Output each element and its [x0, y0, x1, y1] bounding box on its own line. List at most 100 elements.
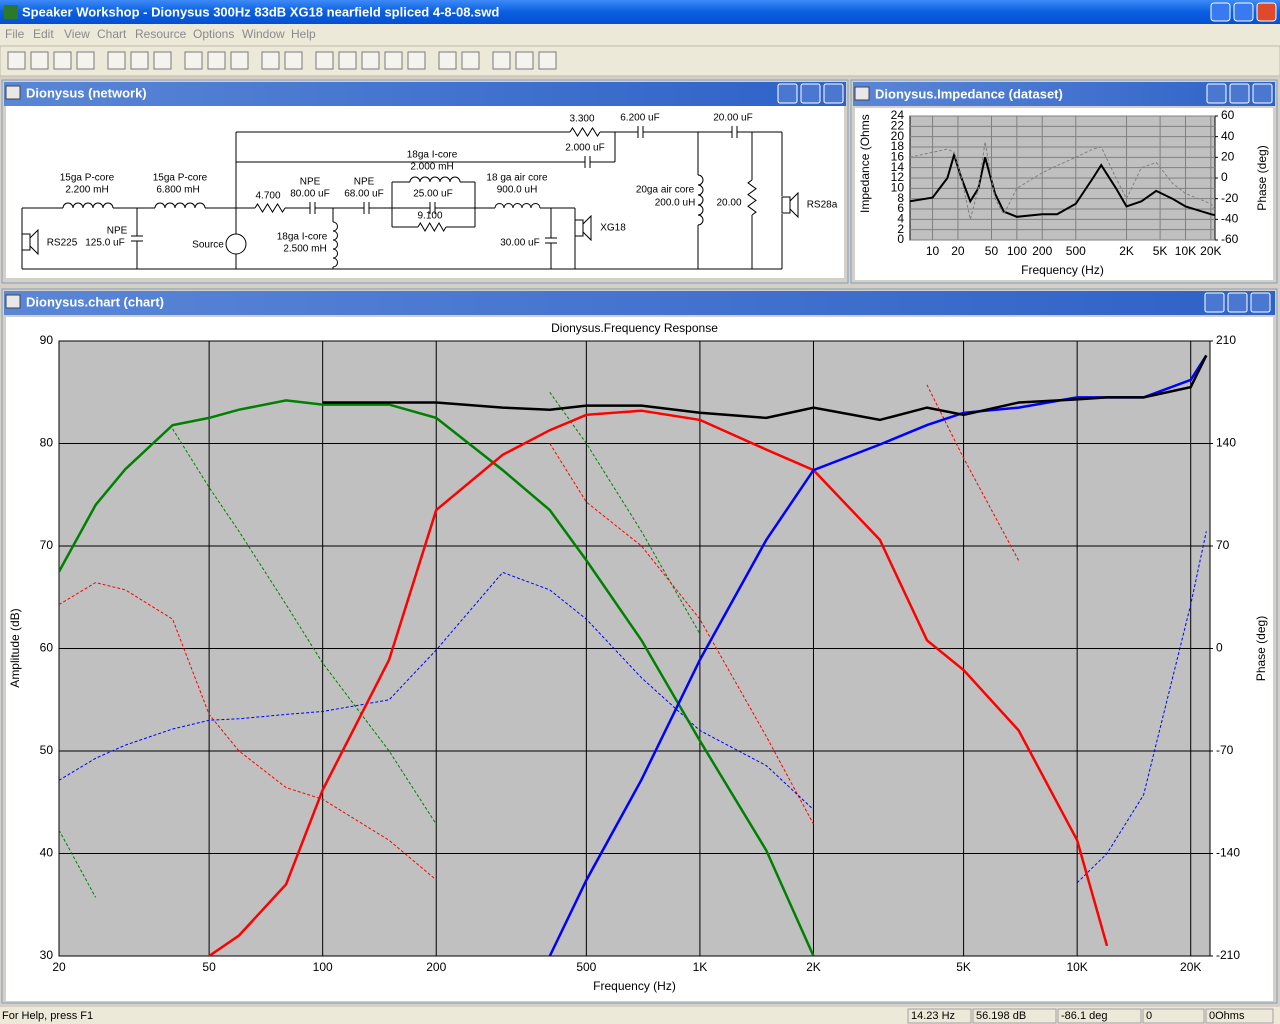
x-tick-label: 20K: [1180, 960, 1201, 974]
toolbar-button[interactable]: [107, 51, 126, 70]
menu-item[interactable]: Help: [291, 27, 316, 41]
x-tick-label: 10: [926, 244, 940, 258]
child-window-button[interactable]: [1250, 292, 1271, 313]
toolbar-button[interactable]: [207, 51, 226, 70]
menu-item[interactable]: View: [64, 27, 90, 41]
component-label: 6.800 mH: [156, 185, 199, 196]
chart-title: Dionysus.Frequency Response: [551, 321, 718, 335]
child-window-button[interactable]: [1204, 292, 1225, 313]
y-axis-label: Amplitude (dB): [8, 608, 22, 687]
x-tick-label: 100: [313, 960, 333, 974]
status-text: For Help, press F1: [2, 1010, 93, 1022]
child-window-button[interactable]: [823, 83, 844, 104]
toolbar-button[interactable]: [438, 51, 457, 70]
y-tick-label: 40: [40, 846, 54, 860]
driver: [21, 233, 31, 251]
x-tick-label: 1K: [693, 960, 708, 974]
status-text: 14.23 Hz: [911, 1010, 955, 1022]
driver: [574, 219, 584, 237]
title-bar: [0, 0, 1280, 24]
minimize-button[interactable]: [1210, 2, 1231, 22]
close-button[interactable]: [1256, 2, 1277, 22]
phase-line: [910, 141, 1215, 220]
y-tick-label: 80: [40, 436, 54, 450]
toolbar-button[interactable]: [538, 51, 557, 70]
menu-item[interactable]: Options: [193, 27, 234, 41]
status-pane: [907, 1008, 972, 1024]
x-tick-label: 5K: [956, 960, 971, 974]
inductor: [409, 176, 461, 183]
status-text: 0: [1146, 1010, 1152, 1022]
resistor: [569, 127, 601, 137]
child-window-button[interactable]: [1227, 292, 1248, 313]
x-tick-label: 20: [951, 244, 965, 258]
menu-item[interactable]: Edit: [33, 27, 54, 41]
x-tick-label: 500: [1066, 244, 1086, 258]
component-label: 25.00 uF: [413, 189, 452, 200]
y2-tick-label: 0: [1216, 641, 1223, 655]
toolbar-button[interactable]: [492, 51, 511, 70]
toolbar-button[interactable]: [76, 51, 95, 70]
toolbar-button[interactable]: [515, 51, 534, 70]
response-line: [910, 151, 1215, 218]
child-window-button[interactable]: [1252, 83, 1273, 104]
menu-item[interactable]: Window: [242, 27, 285, 41]
y2-axis-label: Phase (deg): [1255, 145, 1269, 210]
toolbar-button[interactable]: [53, 51, 72, 70]
window-controls[interactable]: [1210, 2, 1277, 22]
component-label: 900.0 uH: [497, 185, 538, 196]
toolbar-button[interactable]: [184, 51, 203, 70]
child-window-button[interactable]: [1229, 83, 1250, 104]
child-window-button[interactable]: [777, 83, 798, 104]
y-tick-label: 50: [40, 743, 54, 757]
y-tick-label: 10: [891, 181, 905, 195]
component-label: 15ga P-core: [153, 173, 208, 184]
component-label: NPE: [107, 226, 128, 237]
response-line: [322, 354, 1208, 422]
toolbar-button[interactable]: [407, 51, 426, 70]
y-tick-label: 14: [891, 160, 905, 174]
toolbar-button[interactable]: [230, 51, 249, 70]
menu-item[interactable]: File: [5, 27, 25, 41]
x-tick-label: 100: [1007, 244, 1027, 258]
toolbar-button[interactable]: [361, 51, 380, 70]
component-label: 20.00: [716, 198, 741, 209]
toolbar-button[interactable]: [338, 51, 357, 70]
menu-item[interactable]: Resource: [135, 27, 187, 41]
component-label: 125.0 uF: [85, 238, 124, 249]
x-tick-label: 50: [985, 244, 999, 258]
window-icon: [5, 85, 21, 100]
status-text: -86.1 deg: [1061, 1010, 1107, 1022]
toolbar-button[interactable]: [153, 51, 172, 70]
component-label: RS28a: [807, 200, 838, 211]
child-window-button[interactable]: [1206, 83, 1227, 104]
component-label: RS225: [47, 238, 78, 249]
y2-tick-label: -140: [1216, 846, 1240, 860]
x-tick-label: 200: [1032, 244, 1052, 258]
menu-item[interactable]: Chart: [97, 27, 127, 41]
x-tick-label: 20K: [1200, 244, 1221, 258]
toolbar-button[interactable]: [130, 51, 149, 70]
status-text: 56.198 dB: [976, 1010, 1026, 1022]
y2-tick-label: 0: [1221, 170, 1228, 184]
maximize-button[interactable]: [1233, 2, 1254, 22]
toolbar-button[interactable]: [261, 51, 280, 70]
component-label: 18ga I-core: [277, 232, 328, 243]
app-icon: [4, 5, 18, 19]
toolbar-button[interactable]: [7, 51, 26, 70]
component-label: 9.100: [417, 211, 442, 222]
child-window-button[interactable]: [800, 83, 821, 104]
x-tick-label: 500: [576, 960, 596, 974]
y2-tick-label: -20: [1221, 191, 1239, 205]
x-tick-label: 20: [52, 960, 66, 974]
component-label: 18ga I-core: [407, 150, 458, 161]
x-tick-label: 50: [202, 960, 216, 974]
component-label: 30.00 uF: [500, 238, 539, 249]
toolbar-button[interactable]: [30, 51, 49, 70]
toolbar-button[interactable]: [461, 51, 480, 70]
toolbar-button[interactable]: [315, 51, 334, 70]
component-label: 2.500 mH: [283, 244, 326, 255]
network-title-bar: [4, 82, 846, 106]
toolbar-button[interactable]: [284, 51, 303, 70]
toolbar-button[interactable]: [384, 51, 403, 70]
